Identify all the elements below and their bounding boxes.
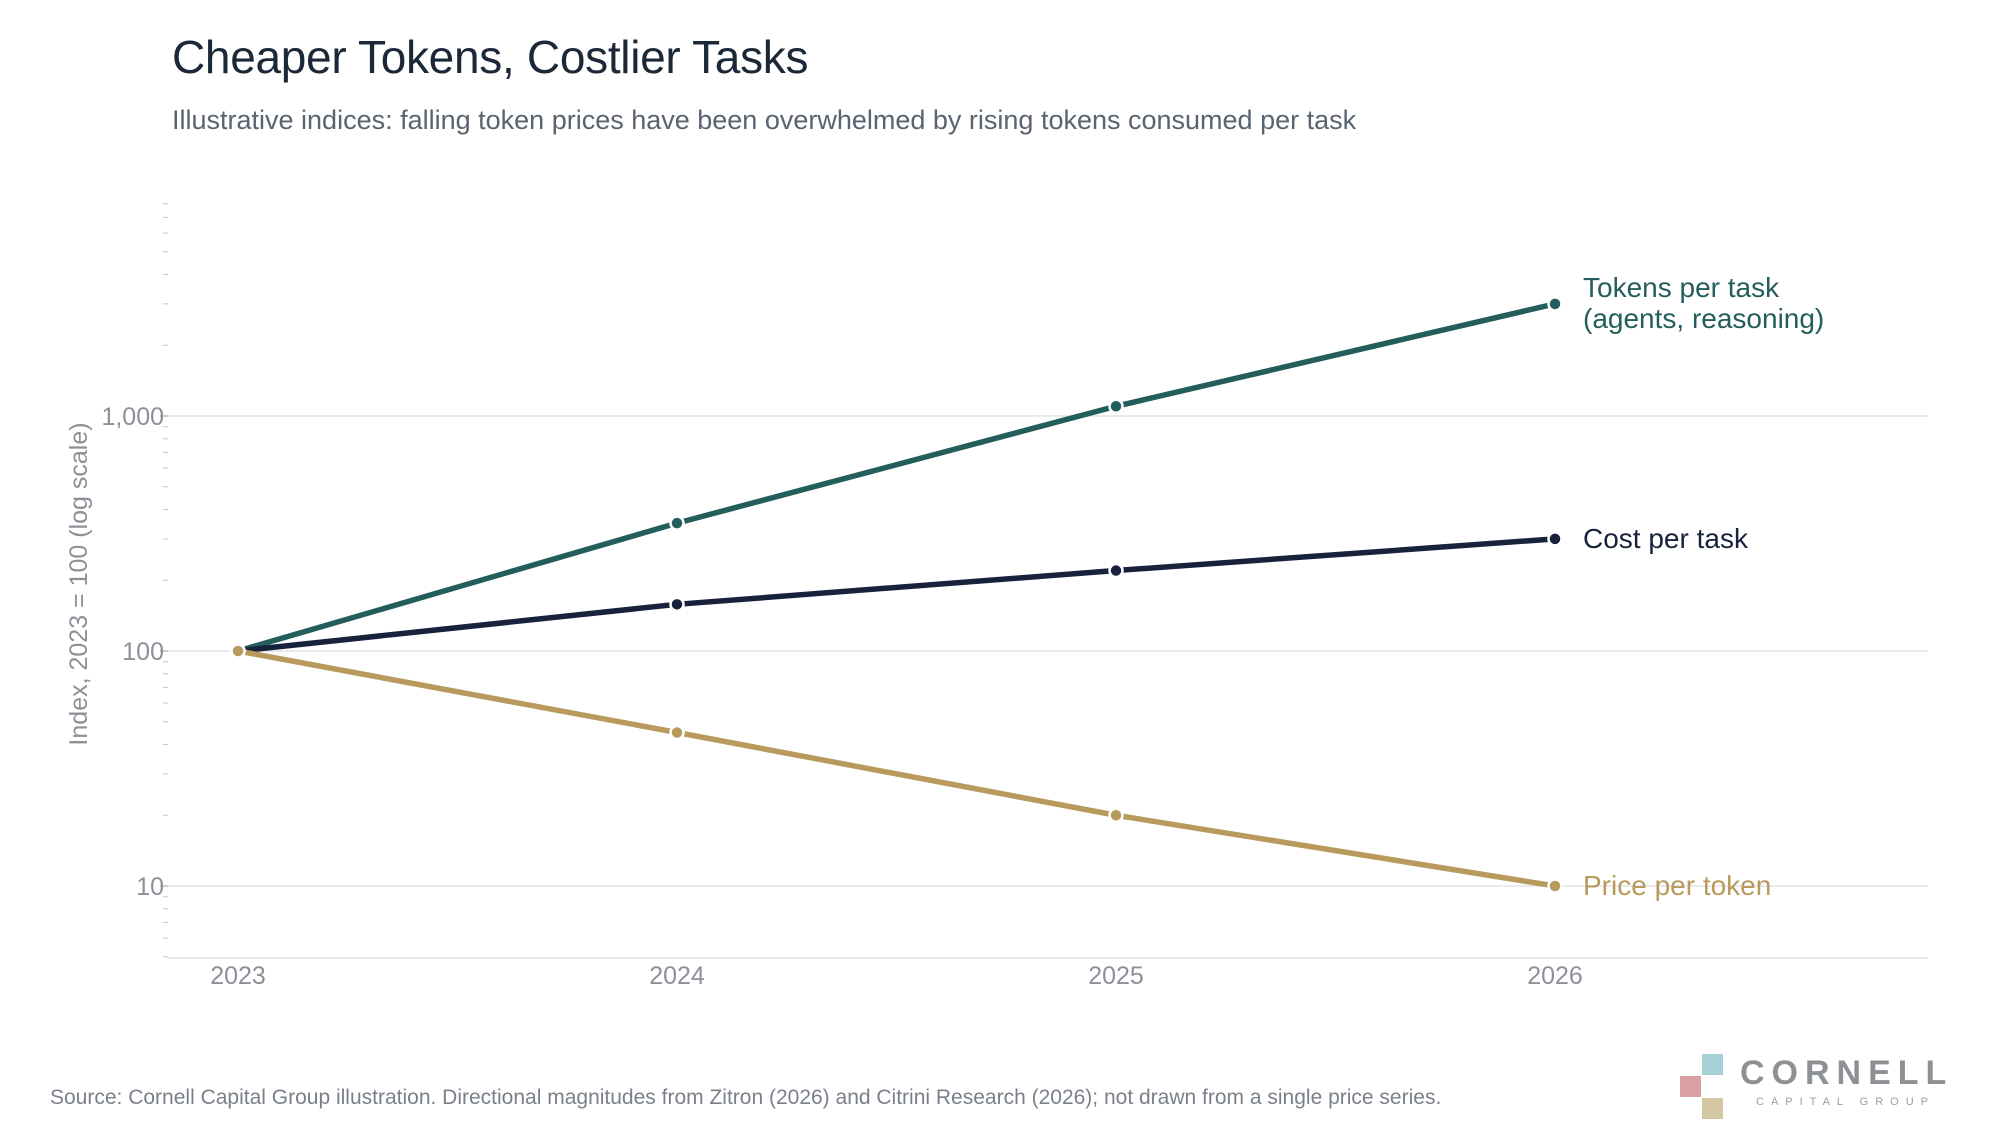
chart-subtitle: Illustrative indices: falling token pric… — [172, 105, 1357, 135]
cornell-logo: CORNELL CAPITAL GROUP — [1680, 1054, 1960, 1119]
data-point — [230, 643, 246, 659]
series-lines — [235, 301, 1558, 889]
data-point — [669, 515, 685, 531]
logo-square-sand — [1702, 1098, 1723, 1119]
data-point — [1108, 398, 1124, 415]
x-tick-label: 2024 — [649, 962, 705, 990]
grid-lines — [168, 415, 1928, 959]
logo-tagline: CAPITAL GROUP — [1756, 1096, 1936, 1108]
x-tick-label: 2026 — [1527, 962, 1583, 990]
y-tick-label: 1,000 — [101, 403, 164, 431]
x-tick-label: 2025 — [1088, 962, 1144, 990]
series-label: Tokens per task — [1583, 272, 1780, 303]
data-point — [1547, 878, 1563, 894]
data-point — [669, 724, 685, 741]
series-label: Cost per task — [1583, 523, 1749, 554]
data-point — [1547, 531, 1563, 547]
chart-title: Cheaper Tokens, Costlier Tasks — [172, 31, 809, 83]
minor-ticks — [160, 203, 168, 958]
y-tick-label: 100 — [122, 638, 164, 666]
data-point — [669, 596, 685, 613]
logo-square-teal — [1702, 1054, 1723, 1075]
x-tick-label: 2023 — [210, 962, 266, 990]
series-line — [235, 301, 1558, 654]
series-label: (agents, reasoning) — [1583, 303, 1824, 334]
y-tick-labels: 10 100 1,000 — [101, 403, 164, 901]
series-label: Price per token — [1583, 870, 1771, 901]
y-axis-label: Index, 2023 = 100 (log scale) — [65, 422, 93, 745]
series-line — [235, 536, 1558, 654]
y-tick-label: 10 — [136, 873, 164, 901]
series-line — [235, 648, 1558, 889]
data-point — [1108, 562, 1124, 579]
x-tick-labels: 2023 2024 2025 2026 — [210, 962, 1583, 990]
logo-square-rose — [1680, 1076, 1701, 1097]
data-point — [1108, 807, 1124, 824]
logo-wordmark: CORNELL — [1740, 1054, 1954, 1092]
data-point — [1547, 296, 1563, 312]
series-labels: Tokens per task(agents, reasoning) Cost p… — [1583, 272, 1824, 901]
series-points — [230, 296, 1563, 894]
source-note: Source: Cornell Capital Group illustrati… — [50, 1086, 1442, 1109]
